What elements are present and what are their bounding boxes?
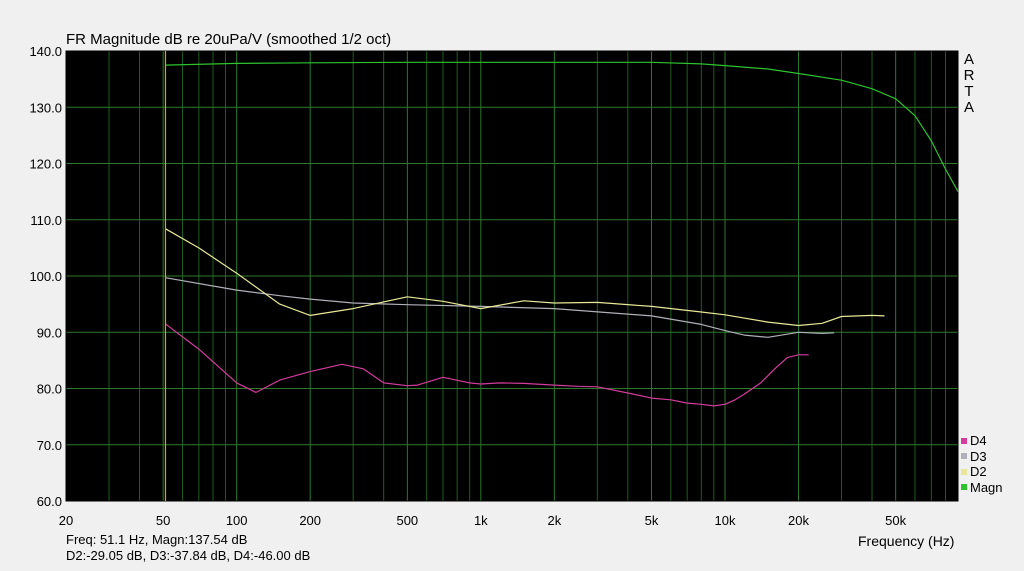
cursor-readout-line2: D2:-29.05 dB, D3:-37.84 dB, D4:-46.00 dB xyxy=(66,548,311,563)
x-tick-label: 500 xyxy=(396,513,418,528)
legend-swatch-magn xyxy=(961,484,967,491)
x-tick-label: 2k xyxy=(547,513,561,528)
legend-swatch-d3 xyxy=(961,453,967,460)
y-tick-label: 110.0 xyxy=(30,213,62,228)
legend-item-d3[interactable]: D3 xyxy=(961,449,1003,465)
x-tick-label: 20 xyxy=(59,513,73,528)
y-tick-label: 60.0 xyxy=(37,494,62,509)
y-tick-label: 130.0 xyxy=(29,100,62,115)
series-line-d4 xyxy=(164,323,809,407)
y-tick-label: 100.0 xyxy=(29,269,62,284)
legend: D4 D3 D2 Magn xyxy=(961,433,1003,495)
y-tick-label: 80.0 xyxy=(37,382,62,397)
x-tick-label: 1k xyxy=(474,513,488,528)
legend-item-d4[interactable]: D4 xyxy=(961,433,1003,449)
x-tick-label: 10k xyxy=(715,513,736,528)
axis-labels: 60.0 70.0 80.0 90.0 100.0 110.0 120.0 130.0 140.… xyxy=(29,44,906,528)
x-tick-label: 100 xyxy=(226,513,248,528)
legend-swatch-d2 xyxy=(961,468,967,475)
legend-label-d2: D2 xyxy=(970,464,987,479)
x-tick-label: 20k xyxy=(788,513,809,528)
x-axis-label: Frequency (Hz) xyxy=(858,533,955,549)
x-tick-label: 5k xyxy=(645,513,659,528)
series-line-d2 xyxy=(165,228,885,327)
legend-item-d2[interactable]: D2 xyxy=(961,464,1003,480)
y-tick-label: 140.0 xyxy=(29,44,62,59)
legend-item-magn[interactable]: Magn xyxy=(961,480,1003,496)
cursor-readout-line1: Freq: 51.1 Hz, Magn:137.54 dB xyxy=(66,532,248,547)
plot-border xyxy=(65,50,959,502)
x-tick-label: 50 xyxy=(156,513,170,528)
y-tick-label: 120.0 xyxy=(29,157,62,172)
x-tick-label: 200 xyxy=(299,513,321,528)
y-tick-label: 70.0 xyxy=(37,438,62,453)
y-tick-label: 90.0 xyxy=(37,325,62,340)
series-line-d3 xyxy=(165,277,835,338)
legend-swatch-d4 xyxy=(961,437,967,444)
series-line-magn xyxy=(165,61,959,192)
legend-label-magn: Magn xyxy=(970,479,1003,495)
legend-label-d3: D3 xyxy=(970,448,987,464)
legend-label-d4: D4 xyxy=(970,433,987,448)
x-tick-label: 50k xyxy=(885,513,906,528)
series-layer xyxy=(164,61,959,407)
chart-title: FR Magnitude dB re 20uPa/V (smoothed 1/2… xyxy=(66,31,392,48)
